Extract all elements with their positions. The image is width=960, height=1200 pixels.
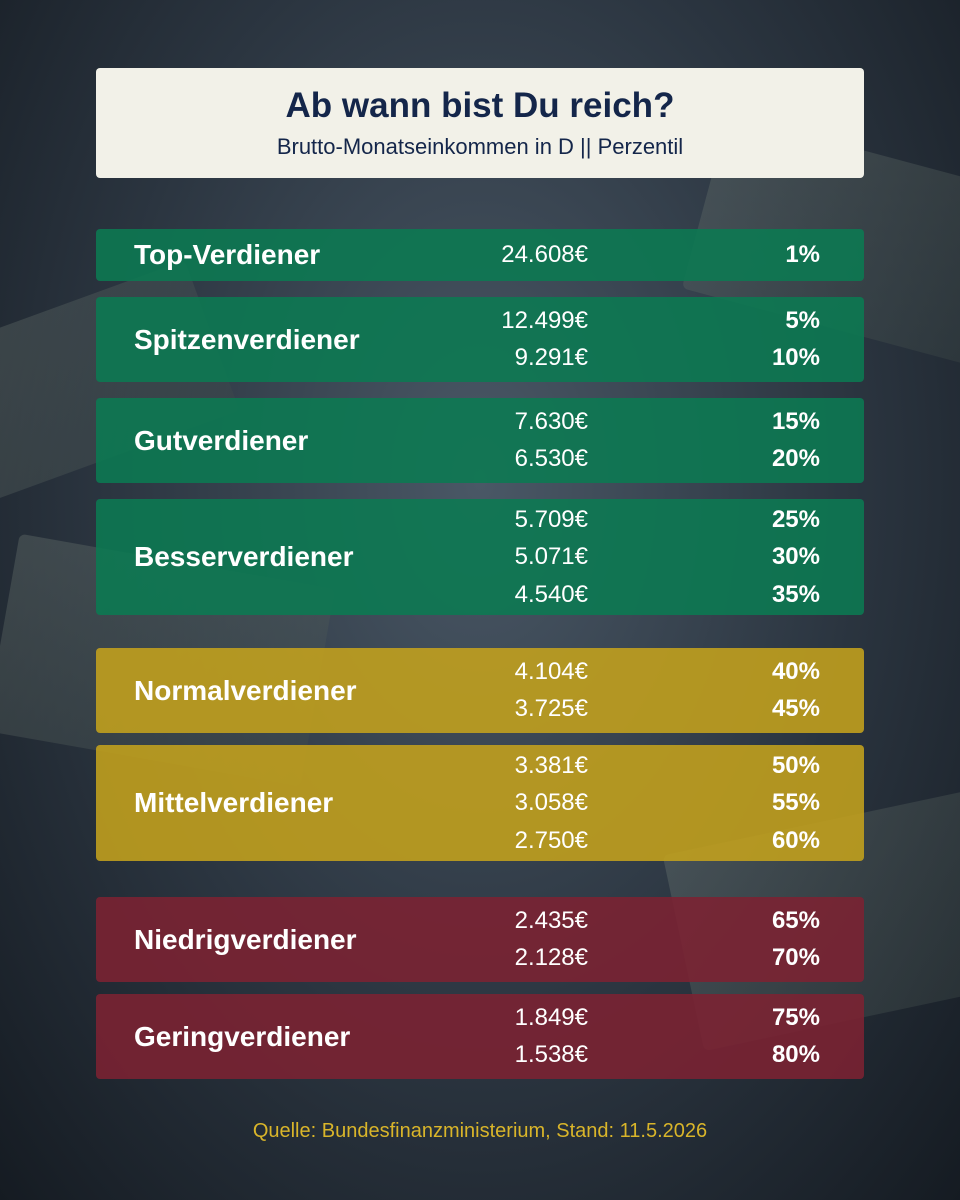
group-box xyxy=(96,499,864,615)
group-label: Geringverdiener xyxy=(134,1020,351,1052)
income: 7.630€ xyxy=(514,407,588,435)
income: 4.540€ xyxy=(514,580,588,608)
percentile: 50% xyxy=(771,751,820,779)
income: 2.128€ xyxy=(514,944,588,972)
group-box xyxy=(96,745,864,861)
percentile: 1% xyxy=(785,241,820,268)
percentile: 70% xyxy=(771,944,820,972)
percentile: 60% xyxy=(771,826,820,854)
percentile: 45% xyxy=(771,695,820,723)
income: 9.291€ xyxy=(514,344,588,372)
income: 6.530€ xyxy=(514,445,588,473)
percentile: 25% xyxy=(771,505,820,533)
group-label: Gutverdiener xyxy=(134,424,309,456)
income: 24.608€ xyxy=(501,241,588,268)
source: Quelle: Bundesfinanzministerium, Stand: … xyxy=(252,1120,708,1142)
income: 5.709€ xyxy=(514,505,588,533)
group-box xyxy=(96,897,864,982)
percentile: 30% xyxy=(771,543,820,570)
income: 3.381€ xyxy=(514,751,588,779)
percentile: 80% xyxy=(771,1041,820,1069)
income: 5.071€ xyxy=(514,543,588,570)
group-box xyxy=(96,994,864,1079)
income: 3.058€ xyxy=(514,789,588,816)
group-box xyxy=(96,229,864,281)
income: 2.435€ xyxy=(514,906,588,934)
income: 1.849€ xyxy=(514,1003,588,1031)
percentile: 40% xyxy=(771,657,820,685)
income: 4.104€ xyxy=(514,657,588,685)
group-label: Mittelverdiener xyxy=(134,787,334,818)
subtitle: Brutto-Monatseinkommen in D || Perzentil xyxy=(276,134,684,159)
income: 3.725€ xyxy=(514,695,588,723)
group-label: Besserverdiener xyxy=(134,541,354,572)
group-label: Top-Verdiener xyxy=(134,239,321,270)
percentile: 5% xyxy=(785,306,820,334)
percentile: 75% xyxy=(771,1003,820,1031)
group-label: Niedrigverdiener xyxy=(134,923,357,955)
percentile: 15% xyxy=(771,407,820,435)
group-box xyxy=(96,648,864,733)
income: 1.538€ xyxy=(514,1041,588,1069)
income: 2.750€ xyxy=(514,826,588,854)
percentile: 10% xyxy=(771,344,820,372)
title: Ab wann bist Du reich? xyxy=(285,86,675,125)
percentile: 55% xyxy=(771,789,820,816)
group-box xyxy=(96,297,864,382)
group-label: Normalverdiener xyxy=(134,674,357,706)
percentile: 65% xyxy=(771,906,820,934)
header: Ab wann bist Du reich? Brutto-Monatseink… xyxy=(96,68,864,178)
percentile: 35% xyxy=(771,580,820,608)
percentile: 20% xyxy=(771,445,820,473)
group-box xyxy=(96,398,864,483)
income: 12.499€ xyxy=(501,306,588,334)
group-label: Spitzenverdiener xyxy=(134,323,360,355)
